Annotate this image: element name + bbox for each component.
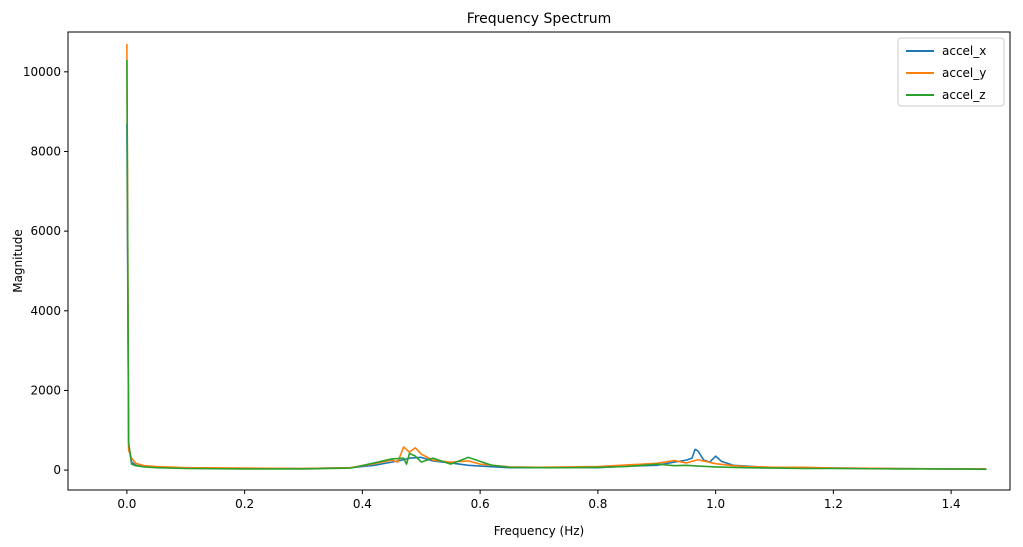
plot-frame: [67, 31, 1011, 491]
y-tick-label: 2000: [30, 383, 61, 397]
x-tick-label: 0.4: [353, 497, 372, 511]
plot-area: 0.0 0.2 0.4 0.6 0.8 1.0 1.2 1.4 0 2000 4000 6000 800…: [23, 31, 1011, 511]
y-tick-label: 4000: [30, 304, 61, 318]
series-line-accel_x: [126, 123, 987, 470]
x-tick-label: 1.4: [942, 497, 961, 511]
y-tick-label: 8000: [30, 144, 61, 158]
series-line-accel_z: [126, 59, 987, 471]
y-tick-label: 10000: [23, 65, 61, 79]
y-tick-label: 6000: [30, 224, 61, 238]
legend-label-accel_z: accel_z: [942, 88, 986, 102]
x-axis-label: Frequency (Hz): [494, 524, 585, 538]
legend-label-accel_y: accel_y: [942, 66, 986, 80]
legend-box: [897, 37, 1005, 107]
y-tick-label: 0: [53, 463, 61, 477]
x-tick-label: 1.0: [706, 497, 725, 511]
x-tick-label: 1.2: [824, 497, 843, 511]
x-tick-label: 0.6: [471, 497, 490, 511]
chart-title: Frequency Spectrum: [467, 11, 612, 27]
y-axis-label: Magnitude: [11, 229, 25, 293]
x-tick-label: 0.2: [235, 497, 254, 511]
x-tick-label: 0.8: [588, 497, 607, 511]
legend-label-accel_x: accel_x: [942, 44, 986, 58]
x-tick-label: 0.0: [117, 497, 136, 511]
series-line-accel_y: [126, 43, 987, 470]
